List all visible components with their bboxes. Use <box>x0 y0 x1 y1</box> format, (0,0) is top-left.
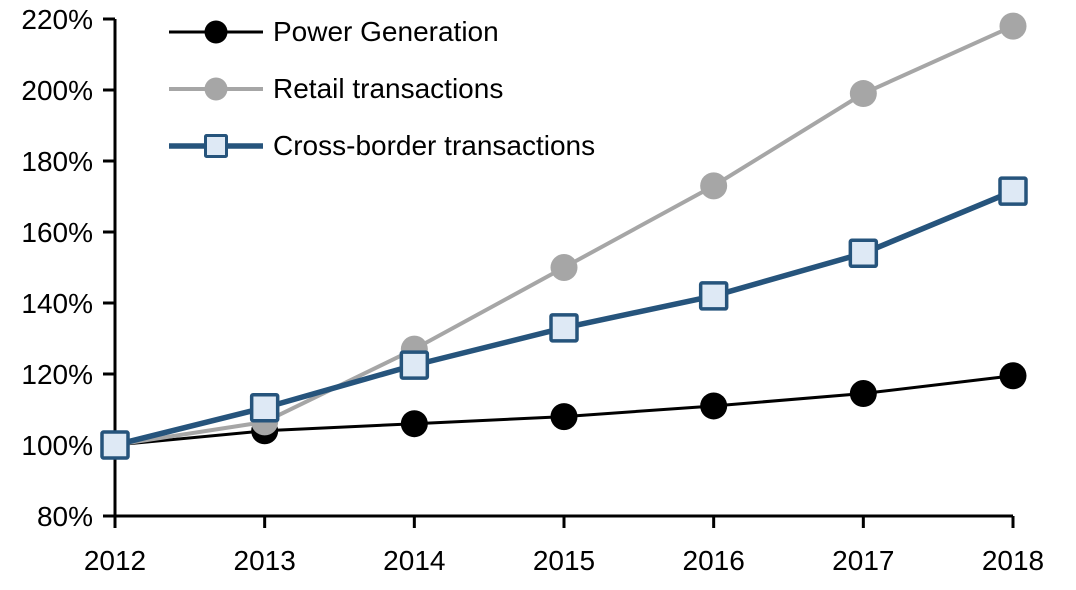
marker-cross-border-transactions-2017 <box>848 238 879 269</box>
marker-retail-transactions-2018 <box>999 12 1027 40</box>
marker-cross-border-transactions-2013 <box>249 392 280 423</box>
marker-cross-border-transactions-2015 <box>549 313 579 343</box>
legend-label: Cross-border transactions <box>273 129 596 161</box>
marker-cross-border-transactions-2016 <box>698 281 729 311</box>
marker-power-generation-2016 <box>700 392 728 420</box>
y-tick-label: 160% <box>21 217 93 248</box>
x-tick-label: 2017 <box>832 545 894 576</box>
marker-retail-transactions-2017 <box>849 80 877 108</box>
legend-swatch-retail-transactions <box>169 77 263 100</box>
marker-cross-border-transactions-2012 <box>100 430 130 460</box>
x-tick-label: 2012 <box>84 545 146 576</box>
y-tick-label: 140% <box>21 288 93 319</box>
legend-item-cross-border-transactions: Cross-border transactions <box>168 117 595 174</box>
marker-retail-transactions-2015 <box>550 254 578 281</box>
marker-cross-border-transactions-2014 <box>399 350 430 380</box>
marker-power-generation-2015 <box>550 403 578 431</box>
legend-circle-marker-icon <box>204 20 228 43</box>
y-tick-label: 100% <box>21 430 93 461</box>
legend-label: Power Generation <box>273 15 499 47</box>
legend-item-power-generation: Power Generation <box>168 3 595 60</box>
y-tick-label: 200% <box>21 75 93 106</box>
x-tick-label: 2016 <box>683 545 745 576</box>
x-tick-label: 2014 <box>383 545 445 576</box>
legend-label: Retail transactions <box>273 72 504 104</box>
y-tick-label: 220% <box>21 4 93 35</box>
x-tick-label: 2015 <box>533 545 595 576</box>
marker-power-generation-2018 <box>999 362 1027 390</box>
legend-square-marker-icon <box>204 133 228 158</box>
legend: Power Generation Retail transactions Cro… <box>168 3 595 174</box>
y-tick-label: 180% <box>21 146 93 177</box>
y-tick-label: 120% <box>21 359 93 390</box>
legend-swatch-cross-border-transactions <box>169 133 263 158</box>
legend-item-retail-transactions: Retail transactions <box>168 60 595 117</box>
x-tick-label: 2018 <box>982 545 1044 576</box>
y-tick-label: 80% <box>37 501 93 532</box>
x-tick-label: 2013 <box>234 545 296 576</box>
marker-power-generation-2014 <box>400 410 428 438</box>
legend-circle-marker-icon <box>204 77 228 100</box>
marker-retail-transactions-2016 <box>700 172 728 200</box>
marker-cross-border-transactions-2018 <box>998 176 1028 206</box>
legend-swatch-power-generation <box>169 20 263 43</box>
marker-power-generation-2017 <box>849 380 877 408</box>
